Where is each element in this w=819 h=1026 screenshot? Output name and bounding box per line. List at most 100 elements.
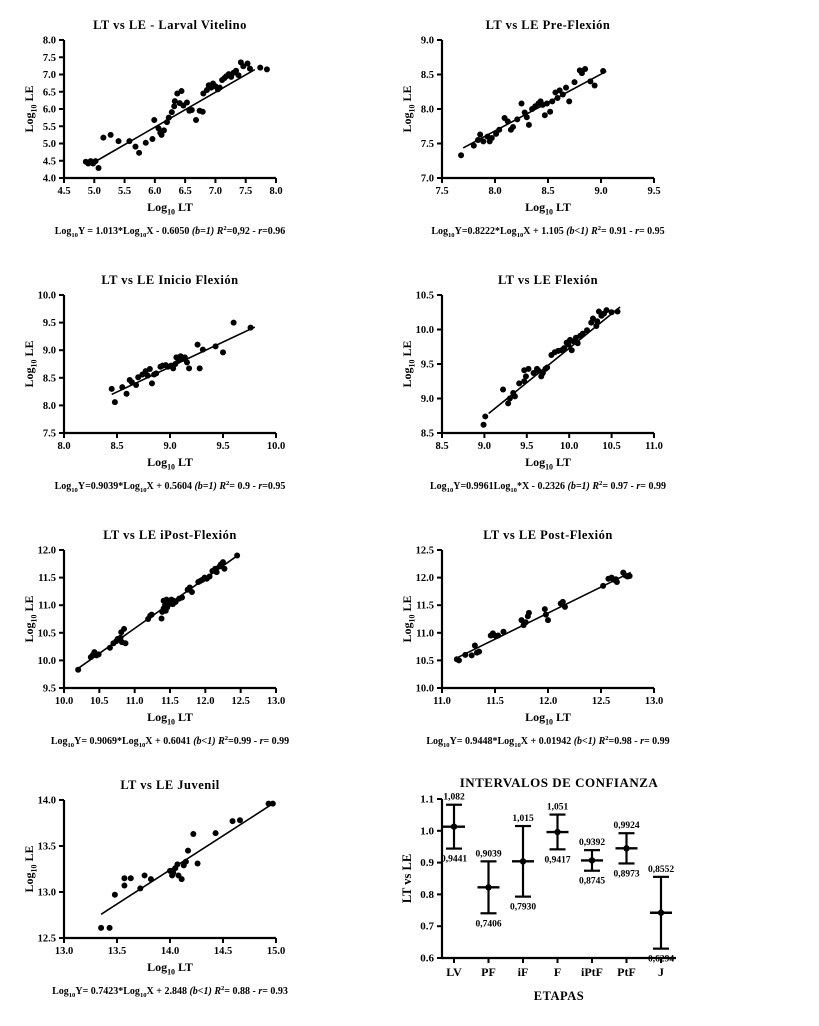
svg-text:13.0: 13.0	[267, 696, 285, 707]
svg-text:Log10 LT: Log10 LT	[147, 960, 193, 976]
svg-text:8.5: 8.5	[421, 429, 434, 440]
svg-text:7.5: 7.5	[43, 53, 56, 64]
svg-text:PF: PF	[481, 965, 496, 979]
svg-text:13.0: 13.0	[38, 888, 56, 899]
svg-text:8.5: 8.5	[435, 441, 448, 452]
svg-text:13.5: 13.5	[108, 946, 126, 957]
svg-text:6.0: 6.0	[43, 105, 56, 116]
svg-text:Log10 LT: Log10 LT	[525, 455, 571, 471]
svg-text:LT vs LE: LT vs LE	[400, 854, 414, 903]
svg-text:10.5: 10.5	[416, 291, 434, 302]
svg-text:LV: LV	[446, 965, 462, 979]
svg-text:Log10 LT: Log10 LT	[525, 200, 571, 216]
svg-text:10.0: 10.0	[416, 684, 434, 695]
svg-text:Log10 LT: Log10 LT	[147, 455, 193, 471]
svg-text:8.5: 8.5	[421, 70, 434, 81]
svg-text:LT vs LE Inicio Flexión: LT vs LE Inicio Flexión	[101, 273, 238, 287]
svg-text:5.5: 5.5	[43, 122, 56, 133]
svg-text:11.0: 11.0	[645, 441, 663, 452]
svg-text:7.0: 7.0	[421, 174, 434, 185]
errorbar-plot-intervalos-confianza: 0.6 0.7 0.8 0.9 1.0 1.1 LV 1,082 0,9441 PF 0,9039 0…	[400, 775, 676, 1003]
panel-ipost-flexion: 10.0 10.5 11.0 11.5 12.0 12.5 13.0 9.5 10.0 10.5 1…	[20, 520, 410, 755]
svg-text:4.5: 4.5	[57, 186, 70, 197]
svg-text:ETAPAS: ETAPAS	[534, 989, 584, 1003]
svg-text:J: J	[658, 965, 664, 979]
svg-text:1,051: 1,051	[547, 803, 569, 813]
svg-text:Log10 LE: Log10 LE	[22, 341, 38, 388]
svg-text:Log10 LT: Log10 LT	[147, 200, 193, 216]
svg-text:13.0: 13.0	[645, 696, 663, 707]
svg-text:LT vs LE Flexión: LT vs LE Flexión	[498, 273, 598, 287]
svg-text:0.8: 0.8	[420, 889, 434, 901]
panel-pre-flexion: 7.5 8.0 8.5 9.0 9.5 7.0 7.5 8.0 8.5 9.0 LT vs LE P…	[398, 10, 788, 245]
svg-text:11.5: 11.5	[416, 601, 434, 612]
panel-inicio-flexion: 8.0 8.5 9.0 9.5 10.0 7.5 8.0 8.5 9.0 9.5 10.0 LT vs…	[20, 265, 410, 500]
svg-text:10.5: 10.5	[90, 696, 108, 707]
svg-text:Log10 LE: Log10 LE	[400, 341, 416, 388]
svg-text:10.0: 10.0	[55, 696, 73, 707]
svg-text:Log10 LE: Log10 LE	[400, 86, 416, 133]
svg-text:8.5: 8.5	[43, 373, 56, 384]
svg-text:9.0: 9.0	[43, 346, 56, 357]
svg-text:8.5: 8.5	[541, 186, 554, 197]
svg-text:13.5: 13.5	[38, 842, 56, 853]
svg-text:6.5: 6.5	[43, 87, 56, 98]
scatter-plot-inicio-flexion: 8.0 8.5 9.0 9.5 10.07.58.08.59.09.510.0LT vs…	[22, 273, 286, 494]
svg-text:10.5: 10.5	[602, 441, 620, 452]
svg-text:8.0: 8.0	[488, 186, 501, 197]
svg-text:LT vs LE Juvenil: LT vs LE Juvenil	[120, 778, 219, 792]
svg-text:5.0: 5.0	[43, 139, 56, 150]
svg-text:Log10Y= 0.9448*Log10X + 0.0194: Log10Y= 0.9448*Log10X + 0.01942 (b<1) R2…	[426, 735, 669, 749]
svg-text:INTERVALOS DE CONFIANZA: INTERVALOS DE CONFIANZA	[460, 775, 659, 790]
svg-text:11.0: 11.0	[38, 601, 56, 612]
svg-text:8.5: 8.5	[110, 441, 123, 452]
svg-text:0,9392: 0,9392	[579, 838, 605, 848]
svg-text:Log10 LE: Log10 LE	[22, 596, 38, 643]
svg-text:7.0: 7.0	[43, 70, 56, 81]
svg-text:0,7406: 0,7406	[475, 919, 501, 929]
svg-text:10.0: 10.0	[560, 441, 578, 452]
svg-text:1,015: 1,015	[512, 814, 534, 824]
svg-text:7.5: 7.5	[43, 429, 56, 440]
panel-intervalos-confianza: 0.6 0.7 0.8 0.9 1.0 1.1 LV 1,082 0,9441 PF 0,9039 0…	[398, 770, 788, 1016]
svg-text:10.0: 10.0	[416, 325, 434, 336]
svg-text:9.5: 9.5	[43, 684, 56, 695]
svg-text:11.0: 11.0	[126, 696, 144, 707]
svg-text:LT vs LE iPost-Flexión: LT vs LE iPost-Flexión	[103, 528, 237, 542]
svg-text:14.5: 14.5	[214, 946, 232, 957]
svg-text:Log10Y=0.9039*Log10X + 0.5604: Log10Y=0.9039*Log10X + 0.5604 (b=1) R2= …	[55, 480, 286, 494]
panel-larval-vitelino: 4.5 5.0 5.5 6.0 6.5 7.0 7.5 8.0 4.0 4.5 5.0 5.5 6.0 6…	[20, 10, 410, 245]
svg-text:0,8552: 0,8552	[648, 865, 674, 875]
svg-text:1.1: 1.1	[420, 794, 434, 806]
svg-text:1,082: 1,082	[443, 793, 465, 803]
svg-text:0,9924: 0,9924	[613, 821, 639, 831]
svg-text:10.0: 10.0	[38, 291, 56, 302]
svg-text:14.0: 14.0	[38, 796, 56, 807]
panel-post-flexion: 11.0 11.5 12.0 12.5 13.0 10.0 10.5 11.0 11.5 12.0…	[398, 520, 788, 755]
svg-text:Log10 LE: Log10 LE	[22, 86, 38, 133]
svg-text:11.5: 11.5	[486, 696, 504, 707]
svg-text:12.0: 12.0	[539, 696, 557, 707]
svg-text:12.5: 12.5	[231, 696, 249, 707]
svg-text:6.0: 6.0	[148, 186, 161, 197]
svg-text:12.5: 12.5	[38, 934, 56, 945]
svg-text:LT vs LE Pre-Flexión: LT vs LE Pre-Flexión	[486, 18, 611, 32]
svg-text:F: F	[554, 965, 561, 979]
svg-text:Log10 LT: Log10 LT	[147, 710, 193, 726]
svg-text:12.5: 12.5	[592, 696, 610, 707]
svg-text:10.5: 10.5	[38, 628, 56, 639]
svg-text:0,7930: 0,7930	[510, 903, 536, 913]
svg-text:iPtF: iPtF	[581, 965, 603, 979]
svg-text:12.5: 12.5	[416, 546, 434, 557]
svg-text:0.9: 0.9	[420, 857, 434, 869]
svg-text:4.0: 4.0	[43, 174, 56, 185]
svg-text:7.5: 7.5	[435, 186, 448, 197]
svg-text:5.5: 5.5	[118, 186, 131, 197]
svg-text:11.5: 11.5	[38, 573, 56, 584]
svg-text:7.0: 7.0	[209, 186, 222, 197]
svg-text:11.5: 11.5	[161, 696, 179, 707]
scatter-plot-larval-vitelino: 4.5 5.0 5.5 6.0 6.5 7.0 7.5 8.04.04.55.05.56.06…	[22, 18, 285, 239]
svg-text:PtF: PtF	[617, 965, 636, 979]
svg-text:11.0: 11.0	[433, 696, 451, 707]
